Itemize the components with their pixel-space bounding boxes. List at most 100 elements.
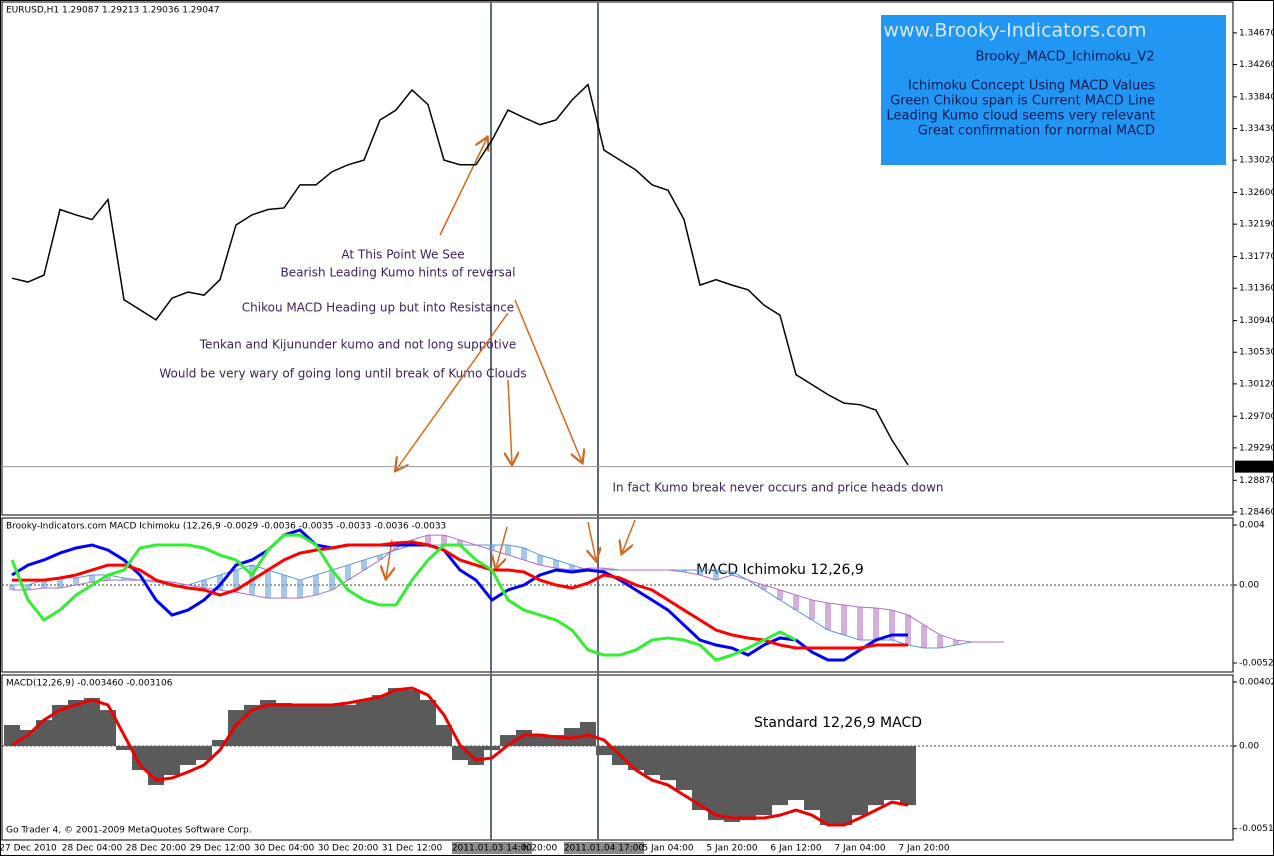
x-label-highlight (452, 842, 532, 854)
histogram-bar (900, 746, 916, 806)
histogram-bar (276, 703, 292, 747)
info-site: www.Brooky-Indicators.com (883, 20, 1146, 42)
histogram-bar (356, 700, 372, 747)
annotation: Tenkan and Kijununder kumo and not long … (199, 338, 516, 352)
annotation: At This Point We See (341, 248, 464, 262)
cloud-span-b (12, 534, 1004, 643)
histogram-bar (484, 746, 500, 751)
histogram-bar (420, 700, 436, 747)
series-line (10, 533, 797, 662)
last-price-box (1235, 460, 1273, 473)
histogram-bar (436, 725, 452, 747)
histogram-bar (628, 746, 644, 771)
y-tick-label: 0.004 (1239, 521, 1265, 531)
y-tick-label: 1.29290 (1239, 443, 1274, 453)
pane-title: MACD(12,26,9) -0.003460 -0.003106 (6, 679, 173, 689)
x-tick-label: 5 Jan 04:00 (642, 844, 694, 854)
histogram-bar (532, 735, 548, 747)
pane-title: Brooky-Indicators.com MACD Ichimoku (12,… (6, 522, 446, 532)
x-tick-label: 31 Dec 12:00 (382, 844, 443, 854)
y-tick-label: 1.31770 (1239, 252, 1274, 262)
histogram-bar (852, 746, 868, 816)
y-tick-label: 1.30940 (1239, 316, 1274, 326)
x-tick-label: 7 Jan 20:00 (898, 844, 950, 854)
x-label-highlight (564, 842, 644, 854)
histogram-bar (836, 746, 852, 826)
price-pane (1, 1, 1234, 516)
footer: Go Trader 4, © 2001-2009 MetaQuotes Soft… (6, 826, 252, 836)
info-box: www.Brooky-Indicators.com Brooky_MACD_Ic… (881, 15, 1226, 165)
series-line (12, 540, 908, 650)
x-tick-label: 6 Jan 12:00 (770, 844, 822, 854)
histogram-bar (308, 704, 324, 747)
y-tick-label: 1.33430 (1239, 124, 1274, 134)
arrow (514, 299, 582, 462)
series-line (11, 83, 909, 466)
x-tick-label: 28 Dec 04:00 (62, 844, 123, 854)
histogram-bar (644, 746, 660, 776)
x-tick-label: 28 Dec 20:00 (126, 844, 187, 854)
histogram-bar (260, 700, 276, 747)
info-line: Great confirmation for normal MACD (918, 124, 1155, 139)
last-price-label: 1.29047 (1238, 462, 1274, 472)
arrow (439, 138, 487, 236)
info-name: Brooky_MACD_Ichimoku_V2 (975, 50, 1154, 65)
histogram-bar (196, 746, 212, 761)
info-line: Leading Kumo cloud seems very relevant (886, 109, 1155, 124)
histogram-bar (724, 746, 740, 823)
x-tick-label: 7 Jan 04:00 (834, 844, 886, 854)
x-tick-label: 29 Dec 12:00 (190, 844, 251, 854)
y-tick-label: 1.30120 (1239, 379, 1274, 389)
histogram-bar (372, 695, 388, 747)
y-tick-label: 1.33840 (1239, 92, 1274, 102)
x-tick-label: h 20:00 (523, 844, 558, 854)
histogram-bar (772, 746, 788, 806)
info-line: Ichimoku Concept Using MACD Values (908, 79, 1155, 94)
series-line (11, 686, 909, 827)
y-tick-label: 1.31360 (1239, 284, 1274, 294)
pane-title: EURUSD,H1 1.29087 1.29213 1.29036 1.2904… (6, 6, 219, 16)
series-line (11, 528, 908, 662)
histogram-bar (340, 704, 356, 747)
pane-annotation: Standard 12,26,9 MACD (754, 715, 922, 731)
y-tick-label: 1.28460 (1239, 507, 1274, 517)
histogram-bar (404, 689, 420, 747)
y-tick-label: 1.34260 (1239, 60, 1274, 70)
arrow (588, 521, 596, 560)
y-tick-label: 1.34670 (1239, 28, 1274, 38)
histogram-bar (740, 746, 756, 821)
arrow (396, 312, 509, 470)
x-tick-label: 5 Jan 20:00 (706, 844, 758, 854)
histogram-bar (4, 725, 20, 747)
histogram-bar (36, 720, 52, 747)
y-tick-label: 1.32190 (1239, 220, 1274, 230)
histogram-bar (884, 746, 900, 801)
histogram-bar (388, 688, 404, 747)
histogram-bar (452, 746, 468, 761)
histogram-bar (756, 746, 772, 816)
x-tick-label: 30 Dec 20:00 (318, 844, 379, 854)
annotation: Chikou MACD Heading up but into Resistan… (242, 301, 514, 315)
histogram-bar (180, 746, 196, 765)
histogram-bar (132, 746, 148, 771)
x-tick-label: 30 Dec 04:00 (254, 844, 315, 854)
y-tick-label: 1.28870 (1239, 476, 1274, 486)
histogram-bar (68, 700, 84, 747)
y-tick-label: 1.30530 (1239, 348, 1274, 358)
arrow (622, 519, 636, 553)
histogram-bar (660, 746, 676, 781)
annotation: Bearish Leading Kumo hints of reversal (281, 266, 516, 280)
arrow (508, 379, 512, 464)
histogram-bar (292, 704, 308, 747)
info-line: Green Chikou span is Current MACD Line (890, 94, 1155, 109)
annotation: In fact Kumo break never occurs and pric… (612, 481, 943, 495)
histogram-bar (84, 697, 100, 747)
histogram-bar (788, 746, 804, 801)
histogram-bar (548, 735, 564, 747)
histogram-bar (324, 704, 340, 747)
annotation: Would be very wary of going long until b… (159, 367, 526, 381)
histogram-bar (500, 735, 516, 747)
histogram-bar (676, 746, 692, 790)
histogram-bar (100, 710, 116, 747)
